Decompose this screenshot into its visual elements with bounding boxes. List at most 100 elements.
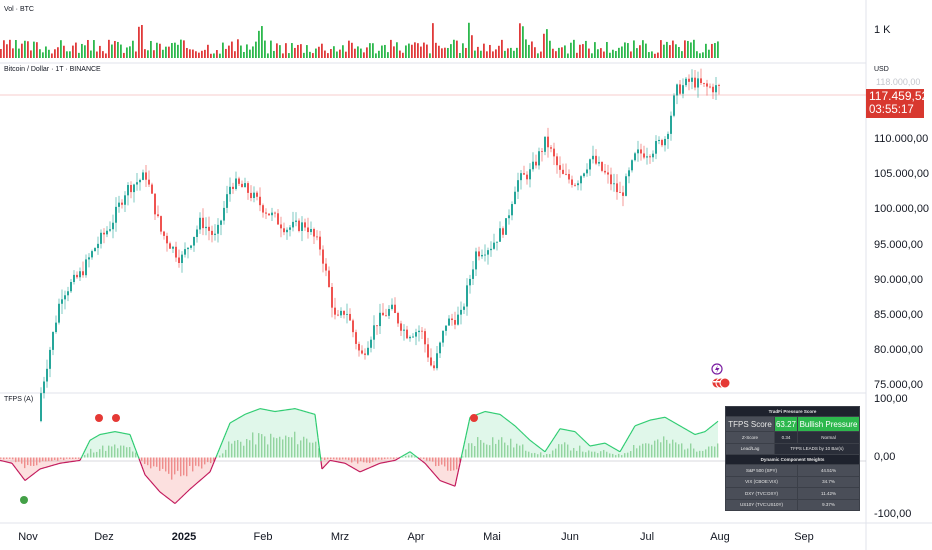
osc-line-seg: [356, 469, 359, 472]
osc-line-seg: [79, 458, 82, 461]
flag-stripe: [713, 381, 721, 383]
osc-line-seg: [583, 439, 586, 442]
osc-line-seg: [226, 427, 229, 431]
osc-line-seg: [168, 498, 171, 501]
osc-histogram-bar: [330, 457, 332, 460]
osc-line-seg: [709, 426, 712, 429]
candle-body: [529, 169, 531, 180]
signal-dot-bear-2[interactable]: [112, 414, 120, 422]
osc-line-seg: [434, 474, 437, 477]
candle-body: [517, 180, 519, 192]
volume-bar: [633, 40, 635, 58]
volume-bar: [171, 43, 173, 58]
osc-histogram-bar: [501, 437, 503, 458]
osc-histogram-bar: [294, 431, 296, 458]
volume-bar: [576, 52, 578, 58]
candle-body: [469, 278, 471, 286]
volume-bar: [156, 42, 158, 58]
osc-line-seg: [612, 447, 615, 449]
currency-label[interactable]: USD: [874, 66, 889, 73]
osc-histogram-bar: [672, 439, 674, 458]
osc-line-seg: [547, 445, 550, 448]
candle-body: [619, 192, 621, 193]
volume-bar: [150, 40, 152, 58]
osc-line-seg: [131, 439, 134, 443]
candle-body: [535, 161, 537, 166]
osc-histogram-bar: [141, 457, 143, 461]
candle-body: [346, 313, 348, 315]
candle-body: [211, 230, 213, 235]
osc-histogram-bar: [669, 443, 671, 458]
osc-line-seg: [141, 466, 144, 470]
osc-histogram-bar: [675, 442, 677, 458]
osc-line-seg: [691, 432, 694, 434]
price-legend[interactable]: Bitcoin / Dollar · 1T · BINANCE: [4, 66, 101, 73]
volume-bar: [717, 41, 719, 58]
osc-histogram-bar: [657, 439, 659, 458]
candle-body: [319, 236, 321, 250]
candle-body: [340, 310, 342, 316]
osc-histogram-bar: [192, 457, 194, 472]
volume-bar: [357, 46, 359, 58]
candle-body: [547, 136, 549, 148]
osc-line-seg: [205, 474, 208, 476]
volume-bar: [285, 43, 287, 58]
osc-histogram-bar: [213, 457, 215, 462]
candle-body: [715, 85, 717, 93]
x-axis-label: Aug: [710, 531, 730, 543]
candle-body: [145, 172, 147, 180]
osc-line-seg: [433, 473, 436, 476]
volume-bar: [6, 44, 8, 58]
volume-bar: [435, 42, 437, 58]
volume-bar: [534, 47, 536, 58]
osc-line-seg: [674, 422, 677, 425]
volume-bar: [240, 45, 242, 58]
osc-histogram-bar: [471, 443, 473, 458]
osc-line-seg: [680, 425, 683, 428]
osc-line-seg: [352, 467, 355, 469]
osc-line-seg: [237, 417, 240, 419]
signal-dot-bull-1[interactable]: [20, 496, 28, 504]
osc-line-seg: [609, 445, 612, 448]
volume-bar: [558, 47, 560, 58]
candle-body: [142, 172, 144, 180]
osc-histogram-bar: [201, 457, 203, 469]
osc-line-seg: [18, 472, 21, 475]
osc-histogram-bar: [570, 450, 572, 458]
osc-histogram-bar: [375, 457, 377, 461]
volume-bar: [399, 50, 401, 58]
osc-line-seg: [85, 446, 88, 449]
osc-line-seg: [242, 414, 245, 417]
price-axis-tick: 95.000,00: [874, 238, 923, 251]
signal-dot-bear-1[interactable]: [95, 414, 103, 422]
osc-line-seg: [513, 424, 516, 427]
candle-body: [202, 217, 204, 229]
candle-body: [178, 257, 180, 263]
osc-histogram-bar: [366, 457, 368, 463]
volume-bar: [132, 40, 134, 58]
weight-value: 9.37%: [797, 498, 860, 511]
volume-legend[interactable]: Vol · BTC: [4, 6, 34, 13]
volume-bar: [672, 40, 674, 58]
candle-body: [430, 357, 432, 366]
volume-bar: [369, 43, 371, 58]
osc-line-seg: [518, 429, 521, 432]
volume-bar: [588, 48, 590, 58]
volume-bar: [609, 52, 611, 58]
osc-line-seg: [165, 496, 168, 498]
volume-bar: [639, 45, 641, 58]
osc-line-seg: [37, 469, 40, 472]
volume-bar: [651, 51, 653, 58]
signal-dot-bear-3[interactable]: [470, 414, 478, 422]
candle-body: [151, 184, 153, 194]
osc-line-seg: [138, 458, 141, 462]
osc-line-seg: [155, 487, 158, 489]
candle-body: [550, 147, 552, 149]
candle-body: [643, 153, 645, 158]
osc-line-seg: [319, 453, 322, 462]
osc-legend[interactable]: TFPS (A): [4, 396, 34, 403]
candle-body: [115, 206, 117, 223]
osc-line-seg: [351, 466, 354, 469]
volume-bar: [579, 44, 581, 58]
osc-line-seg: [627, 435, 630, 439]
